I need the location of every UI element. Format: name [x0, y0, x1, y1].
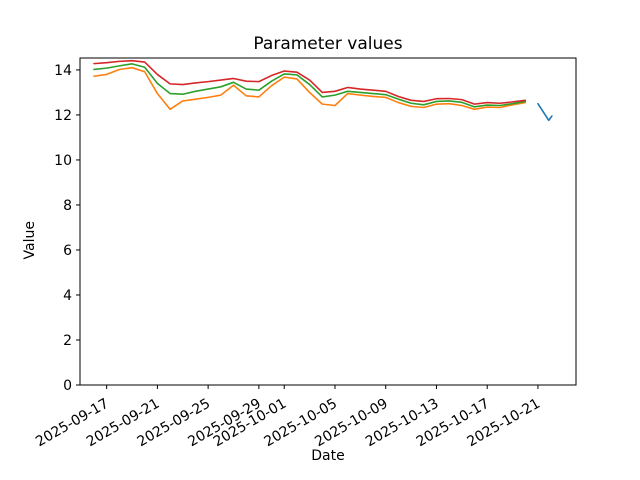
x-axis-label: Date: [311, 448, 345, 464]
series-red-line: [93, 59, 527, 105]
y-tick-label: 6: [63, 243, 72, 259]
y-tick-label: 10: [54, 153, 72, 169]
chart-title: Parameter values: [253, 34, 403, 54]
series-green-line: [93, 63, 527, 108]
series-orange-line: [93, 66, 527, 111]
y-tick-label: 14: [54, 63, 72, 79]
y-tick-label: 4: [63, 288, 72, 304]
y-tick-label: 2: [63, 333, 72, 349]
y-tick-label: 8: [63, 198, 72, 214]
y-tick-label: 0: [63, 378, 72, 394]
y-tick-label: 12: [54, 108, 72, 124]
series-blue-line: [537, 102, 553, 122]
plot-spines: [79, 57, 577, 386]
